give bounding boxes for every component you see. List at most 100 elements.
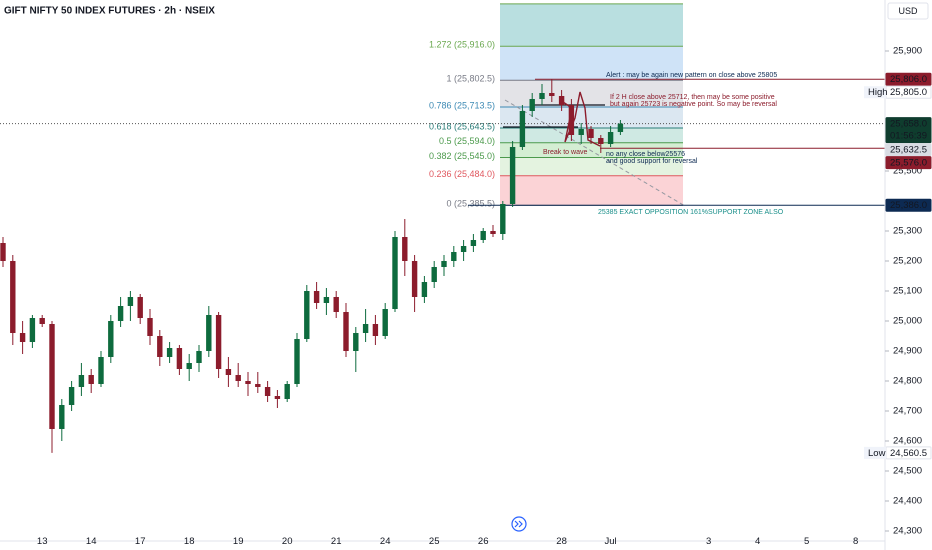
candle-body [117, 306, 124, 321]
candle-body [539, 93, 545, 99]
candle-body [127, 297, 134, 306]
replay-button[interactable] [511, 516, 527, 532]
price-badge-label: 25,805.0 [890, 87, 927, 98]
candle-body [186, 363, 192, 369]
candle-body [323, 297, 330, 303]
fib-level-label: 1.272 (25,916.0) [429, 40, 495, 50]
candle-body [372, 324, 379, 336]
annotation: 25385 EXACT OPPOSITION 161%SUPPORT ZONE … [598, 209, 784, 216]
candle-body [431, 267, 437, 282]
price-tag-box [864, 446, 886, 459]
candle-body [607, 132, 614, 144]
x-tick-label: 28 [556, 536, 567, 547]
candle-body [617, 123, 624, 132]
candle-body [147, 318, 153, 336]
fib-level-label: 0.382 (25,545.0) [429, 151, 495, 161]
price-badge-label: 25,806.0 [890, 74, 927, 85]
y-tick-label: 25,300 [893, 226, 922, 237]
price-tag: High [868, 87, 888, 98]
candle-body [460, 246, 467, 252]
candle-body [509, 147, 516, 204]
y-tick-label: 24,400 [893, 496, 922, 507]
candle-body [137, 297, 143, 318]
fib-level-label: 0.5 (25,594.0) [439, 136, 495, 146]
x-tick-label: 14 [86, 536, 97, 547]
x-tick-label: 20 [282, 536, 293, 547]
fib-level-label: 1 (25,802.5) [446, 74, 495, 84]
candle-body [0, 243, 6, 261]
candle-body [274, 396, 281, 399]
annotation: Alert : may be again new pattern on clos… [606, 72, 777, 79]
candle-body [284, 384, 290, 399]
candle-body [353, 333, 359, 351]
chart-title: GIFT NIFTY 50 INDEX FUTURES · 2h · NSEIX [4, 6, 215, 17]
x-tick-label: 25 [429, 536, 440, 547]
candle-body [29, 318, 36, 342]
currency-button[interactable] [887, 2, 929, 20]
countdown: 01:56:39 [890, 131, 927, 142]
candle-body [313, 291, 320, 303]
candle-body [157, 336, 163, 357]
candle-body [59, 405, 65, 429]
price-badge-label: 25,658.0 [890, 119, 927, 130]
candle-body [598, 138, 604, 144]
price-badge-label: 24,560.5 [890, 448, 927, 459]
x-tick-label: 4 [755, 536, 760, 547]
fib-level-label: 0.786 (25,713.5) [429, 100, 495, 110]
x-tick-label: 8 [853, 536, 858, 547]
candle-body [49, 324, 55, 429]
annotation: Break to wave [543, 149, 587, 156]
fib-band [500, 157, 683, 176]
candle-body [402, 237, 408, 261]
candle-body [529, 99, 535, 111]
annotation: If 2 H close above 25712, then may be so… [610, 94, 775, 101]
x-tick-label: 13 [37, 536, 48, 547]
x-tick-label: Jul [605, 536, 617, 547]
x-tick-label: 18 [184, 536, 195, 547]
replay-icon[interactable] [511, 516, 527, 532]
replay-arrows[interactable] [514, 520, 523, 528]
candle-body [578, 129, 584, 135]
candle-body [362, 324, 369, 333]
y-tick-label: 25,900 [893, 46, 922, 57]
candle-body [166, 348, 173, 357]
y-tick-label: 24,900 [893, 346, 922, 357]
candle-body [558, 96, 565, 105]
x-tick-label: 3 [706, 536, 711, 547]
candle-body [68, 387, 75, 405]
x-tick-label: 21 [331, 536, 342, 547]
candle-body [225, 369, 232, 375]
price-badge [885, 117, 932, 144]
candle-body [333, 297, 339, 312]
x-tick-label: 24 [380, 536, 391, 547]
candle-body [78, 375, 85, 387]
candle-body [19, 333, 26, 342]
candle-body [382, 309, 388, 336]
candle-body [392, 237, 398, 309]
candle-body [245, 381, 251, 384]
candle-body [441, 261, 447, 267]
fib-band [500, 46, 683, 81]
fib-level-label: 0 (25,385.5) [446, 199, 495, 209]
candle-body [490, 231, 496, 234]
candle-body [588, 129, 594, 138]
candle-body [206, 315, 212, 351]
y-tick-label: 25,000 [893, 316, 922, 327]
candle-body [421, 282, 428, 297]
candle-body [343, 312, 349, 351]
fib-level-label: 0.236 (25,484.0) [429, 169, 495, 179]
plot-area [0, 78, 885, 453]
currency[interactable]: USD [898, 6, 918, 16]
annotation: but again 25723 is negative point. So ma… [610, 101, 777, 108]
fib-band [500, 106, 683, 128]
fib-band [500, 175, 683, 206]
candle-body [98, 357, 104, 384]
candle-body [235, 375, 241, 381]
candle-body [451, 252, 457, 261]
price-badge-label: 25,632.5 [890, 145, 927, 156]
y-tick-label: 25,200 [893, 256, 922, 267]
candle-body [519, 111, 526, 147]
fib-band [500, 142, 683, 158]
candle-body [568, 105, 575, 135]
